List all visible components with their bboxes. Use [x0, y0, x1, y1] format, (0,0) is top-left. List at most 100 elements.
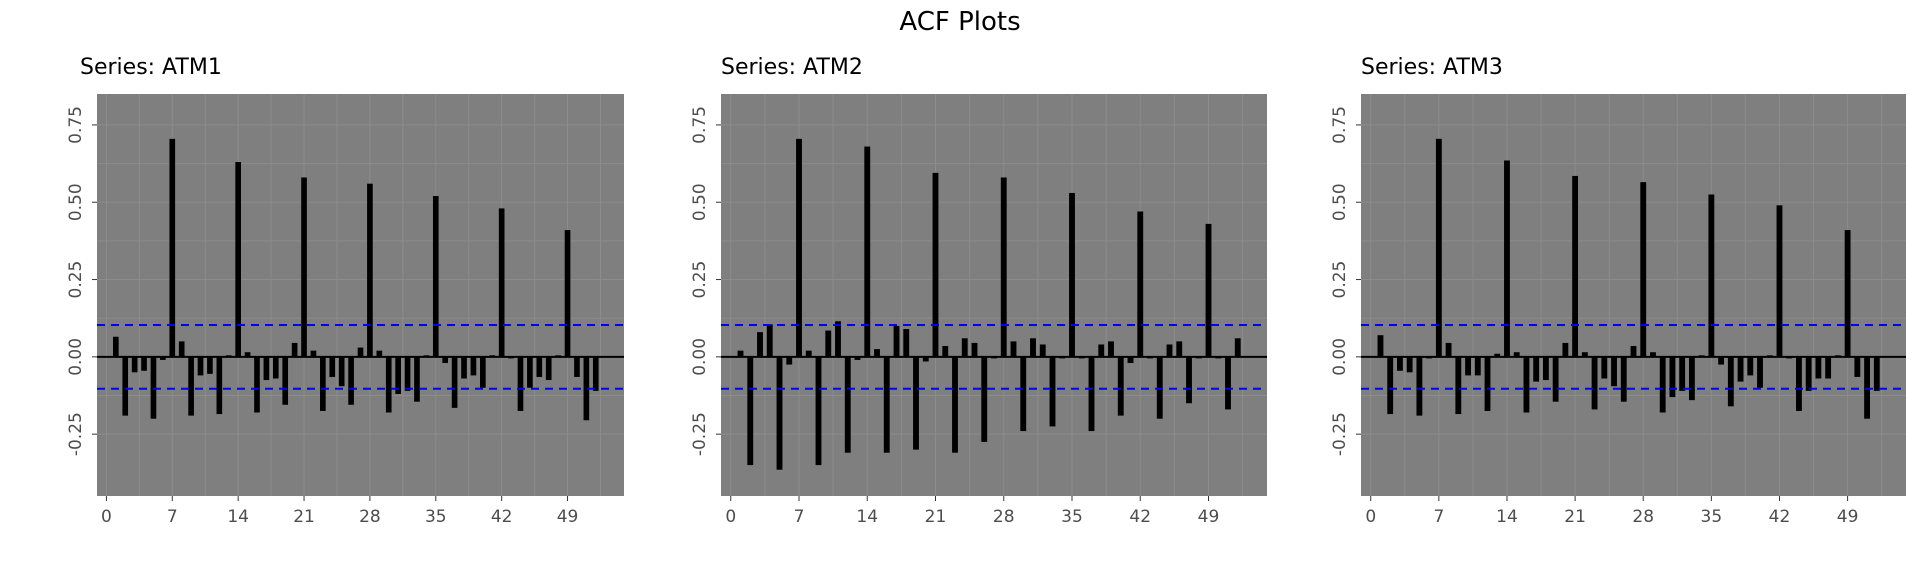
- acf-bar: [825, 330, 832, 357]
- acf-bar: [263, 356, 270, 381]
- acf-bar: [320, 356, 326, 411]
- x-tick-label: 14: [856, 507, 878, 527]
- acf-bar: [903, 329, 910, 357]
- acf-bar: [141, 356, 147, 371]
- x-tick-label: 21: [1564, 507, 1586, 527]
- acf-bar: [1465, 356, 1471, 376]
- acf-bar: [1387, 356, 1394, 415]
- acf-bar: [122, 356, 129, 416]
- acf-bar: [1552, 356, 1559, 402]
- acf-bar: [981, 356, 988, 442]
- y-tick-label: -0.25: [1330, 412, 1350, 456]
- panel-title: Series: ATM1: [80, 55, 222, 80]
- acf-bar: [1127, 356, 1134, 364]
- x-tick-label: 35: [1701, 507, 1723, 527]
- acf-panel-atm3: Series: ATM3 0 7 14 21 28 35 42 49 -0.25 0.00 0.25…: [1330, 55, 1906, 527]
- x-tick-label: 35: [1061, 507, 1083, 527]
- acf-bar: [1640, 182, 1647, 357]
- x-tick-label: 28: [1632, 507, 1654, 527]
- acf-bar: [961, 338, 968, 357]
- acf-bar: [1776, 205, 1783, 357]
- acf-bar: [835, 321, 841, 357]
- acf-bar: [1108, 341, 1114, 357]
- acf-bar: [1601, 356, 1608, 379]
- acf-bar: [1406, 356, 1413, 373]
- acf-bar: [1455, 356, 1462, 415]
- acf-bar: [1708, 194, 1715, 357]
- acf-bar: [1562, 342, 1569, 357]
- acf-bar: [747, 356, 754, 466]
- x-tick-label: 21: [293, 507, 315, 527]
- acf-bar: [357, 347, 364, 357]
- acf-bar: [883, 356, 890, 453]
- acf-bar: [1435, 138, 1442, 357]
- acf-bar: [893, 325, 900, 357]
- acf-bar: [1688, 356, 1695, 401]
- x-tick-label: 14: [1496, 507, 1518, 527]
- plot-background: [1361, 94, 1906, 496]
- acf-bar: [1117, 356, 1124, 416]
- acf-bar: [952, 356, 958, 453]
- acf-bar: [1533, 356, 1540, 382]
- acf-bar: [1815, 356, 1822, 379]
- plot-background: [97, 94, 624, 496]
- x-tick-label: 42: [1769, 507, 1791, 527]
- x-tick-label: 14: [227, 507, 249, 527]
- acf-bar: [922, 356, 929, 362]
- acf-bar: [1225, 356, 1231, 410]
- acf-bar: [592, 356, 599, 391]
- x-tick-label: 7: [167, 507, 178, 527]
- y-tick-label: 0.00: [1330, 338, 1350, 376]
- acf-bar: [1397, 356, 1403, 371]
- acf-bar: [574, 356, 580, 377]
- acf-bar: [1030, 338, 1036, 357]
- acf-bar: [1630, 346, 1637, 357]
- acf-bar: [1000, 177, 1007, 357]
- acf-bar: [1727, 356, 1734, 407]
- acf-bar: [1494, 353, 1501, 357]
- acf-bar: [1098, 344, 1105, 357]
- acf-bar: [1572, 175, 1579, 357]
- x-tick-label: 28: [359, 507, 381, 527]
- acf-bar: [338, 356, 345, 387]
- acf-bar: [451, 356, 458, 408]
- acf-bar: [527, 356, 533, 388]
- acf-bar: [766, 324, 773, 357]
- acf-bar: [169, 138, 176, 357]
- acf-bar: [442, 356, 449, 364]
- acf-bar: [1504, 160, 1510, 357]
- acf-bar: [1416, 356, 1423, 416]
- acf-bar: [815, 356, 822, 466]
- acf-bar: [272, 356, 279, 379]
- y-tick-label: 0.50: [690, 183, 710, 221]
- acf-bar: [235, 162, 241, 357]
- acf-bar: [776, 356, 783, 470]
- acf-bar: [1718, 356, 1725, 365]
- acf-bar: [844, 356, 851, 453]
- y-tick-label: -0.25: [690, 412, 710, 456]
- acf-bar: [796, 138, 802, 357]
- y-tick-label: 0.00: [690, 338, 710, 376]
- acf-bar: [461, 356, 467, 379]
- acf-bar: [1445, 342, 1452, 357]
- acf-bar: [1039, 344, 1046, 357]
- acf-bar: [1088, 356, 1095, 432]
- acf-bar: [864, 146, 871, 357]
- acf-bar: [1581, 352, 1588, 357]
- y-tick-label: 0.25: [690, 261, 710, 299]
- acf-bar: [1659, 356, 1666, 413]
- x-tick-label: 0: [725, 507, 736, 527]
- acf-bar: [1679, 356, 1686, 391]
- acf-bar: [112, 336, 119, 357]
- x-tick-label: 49: [557, 507, 579, 527]
- acf-bar: [1377, 335, 1384, 357]
- acf-bar: [1796, 356, 1802, 411]
- x-tick-label: 28: [993, 507, 1015, 527]
- acf-bar: [395, 356, 401, 394]
- acf-bar: [971, 342, 978, 357]
- acf-bar: [480, 356, 486, 388]
- acf-bar: [1049, 356, 1056, 427]
- acf-bar: [564, 230, 571, 357]
- acf-bar: [1484, 356, 1491, 411]
